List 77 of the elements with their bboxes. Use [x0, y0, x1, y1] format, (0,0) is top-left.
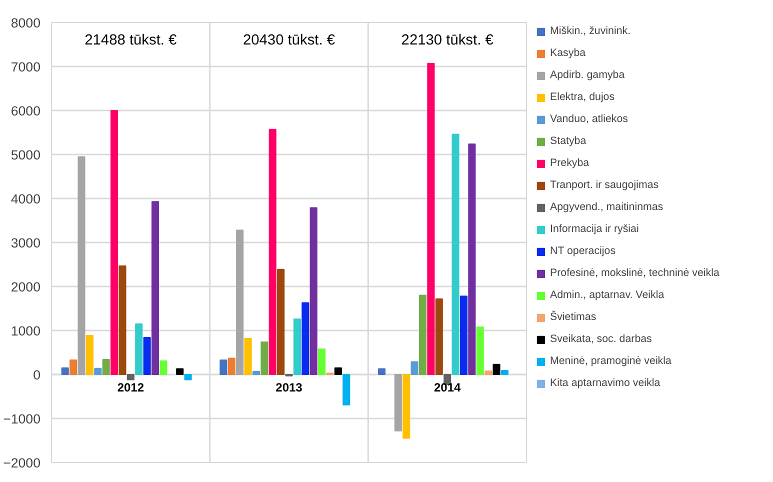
bar	[184, 374, 192, 380]
bar	[334, 367, 342, 375]
legend-label: Apgyvend., maitininmas	[550, 200, 664, 214]
legend-label: Kasyba	[550, 46, 586, 60]
y-tick-label: 4000	[10, 192, 41, 206]
bar	[86, 334, 94, 375]
bar	[484, 370, 492, 375]
y-tick-label: 6000	[10, 104, 41, 118]
bar	[61, 367, 69, 375]
bar	[94, 368, 102, 375]
bar	[70, 359, 78, 375]
bar	[492, 364, 500, 375]
bar	[318, 348, 326, 375]
y-tick-label: 0	[33, 368, 41, 382]
legend-label: Vanduo, atliekos	[550, 112, 628, 126]
y-tick-label: 7000	[10, 60, 41, 74]
bar	[102, 359, 110, 375]
legend-label: NT operacijos	[550, 244, 616, 258]
bar	[260, 341, 268, 375]
y-tick-label: 3000	[10, 236, 41, 250]
bar	[342, 374, 350, 406]
legend-label: Statyba	[550, 134, 586, 148]
bar	[468, 143, 476, 375]
annotation: 21488 tūkst. €	[84, 32, 177, 48]
y-tick-label: −1000	[3, 412, 41, 426]
bar	[293, 318, 301, 375]
bar	[378, 368, 386, 375]
legend-label: Kita aptarnavimo veikla	[550, 376, 660, 390]
bar	[452, 134, 460, 375]
legend-label: Profesinė, mokslinė, techninė veikla	[550, 266, 720, 280]
bar	[410, 361, 418, 375]
x-tick-label: 2012	[117, 380, 144, 394]
bar	[220, 359, 228, 375]
legend-label: Meninė, pramoginė veikla	[550, 354, 672, 368]
y-tick-label: 8000	[10, 16, 41, 30]
x-tick-label: 2013	[276, 380, 303, 394]
bar	[277, 268, 285, 375]
bar	[110, 110, 118, 375]
legend-label: Apdirb. gamyba	[550, 68, 625, 82]
bar	[500, 370, 508, 375]
bar	[418, 294, 427, 375]
bar	[268, 128, 276, 375]
legend-label: Švietimas	[550, 310, 596, 324]
bar	[143, 337, 151, 375]
bar	[460, 296, 468, 375]
y-tick-label: 1000	[10, 324, 41, 338]
legend-label: Sveikata, soc. darbas	[550, 332, 652, 346]
y-tick-label: −2000	[3, 456, 41, 470]
annotation: 22130 tūkst. €	[401, 32, 494, 48]
bar	[228, 358, 236, 375]
bar	[402, 374, 410, 439]
legend-label: Prekyba	[550, 156, 590, 170]
legend-label: Miškin., žuvinink.	[550, 24, 631, 38]
bar	[78, 156, 86, 375]
legend-label: Admin., aptarnav. Veikla	[550, 288, 664, 302]
x-tick-label: 2014	[434, 380, 462, 394]
bar	[244, 338, 252, 375]
bar	[135, 323, 143, 375]
bar	[160, 360, 168, 375]
bar	[118, 265, 126, 375]
bar	[176, 368, 184, 375]
legend-label: Informacija ir ryšiai	[550, 222, 639, 236]
bar	[126, 374, 134, 380]
y-tick-label: 2000	[10, 280, 41, 294]
y-tick-label: 5000	[10, 148, 41, 162]
bar	[252, 370, 260, 375]
bar	[310, 207, 318, 375]
bar	[476, 326, 484, 375]
bar	[151, 201, 160, 375]
bar	[236, 230, 244, 375]
bar	[302, 302, 310, 375]
bar	[427, 62, 435, 375]
annotation: 20430 tūkst. €	[242, 32, 336, 48]
legend-label: Tranport. ir saugojimas	[550, 178, 659, 192]
bar	[394, 374, 402, 432]
bar	[435, 298, 443, 375]
legend-label: Elektra, dujos	[550, 90, 615, 104]
